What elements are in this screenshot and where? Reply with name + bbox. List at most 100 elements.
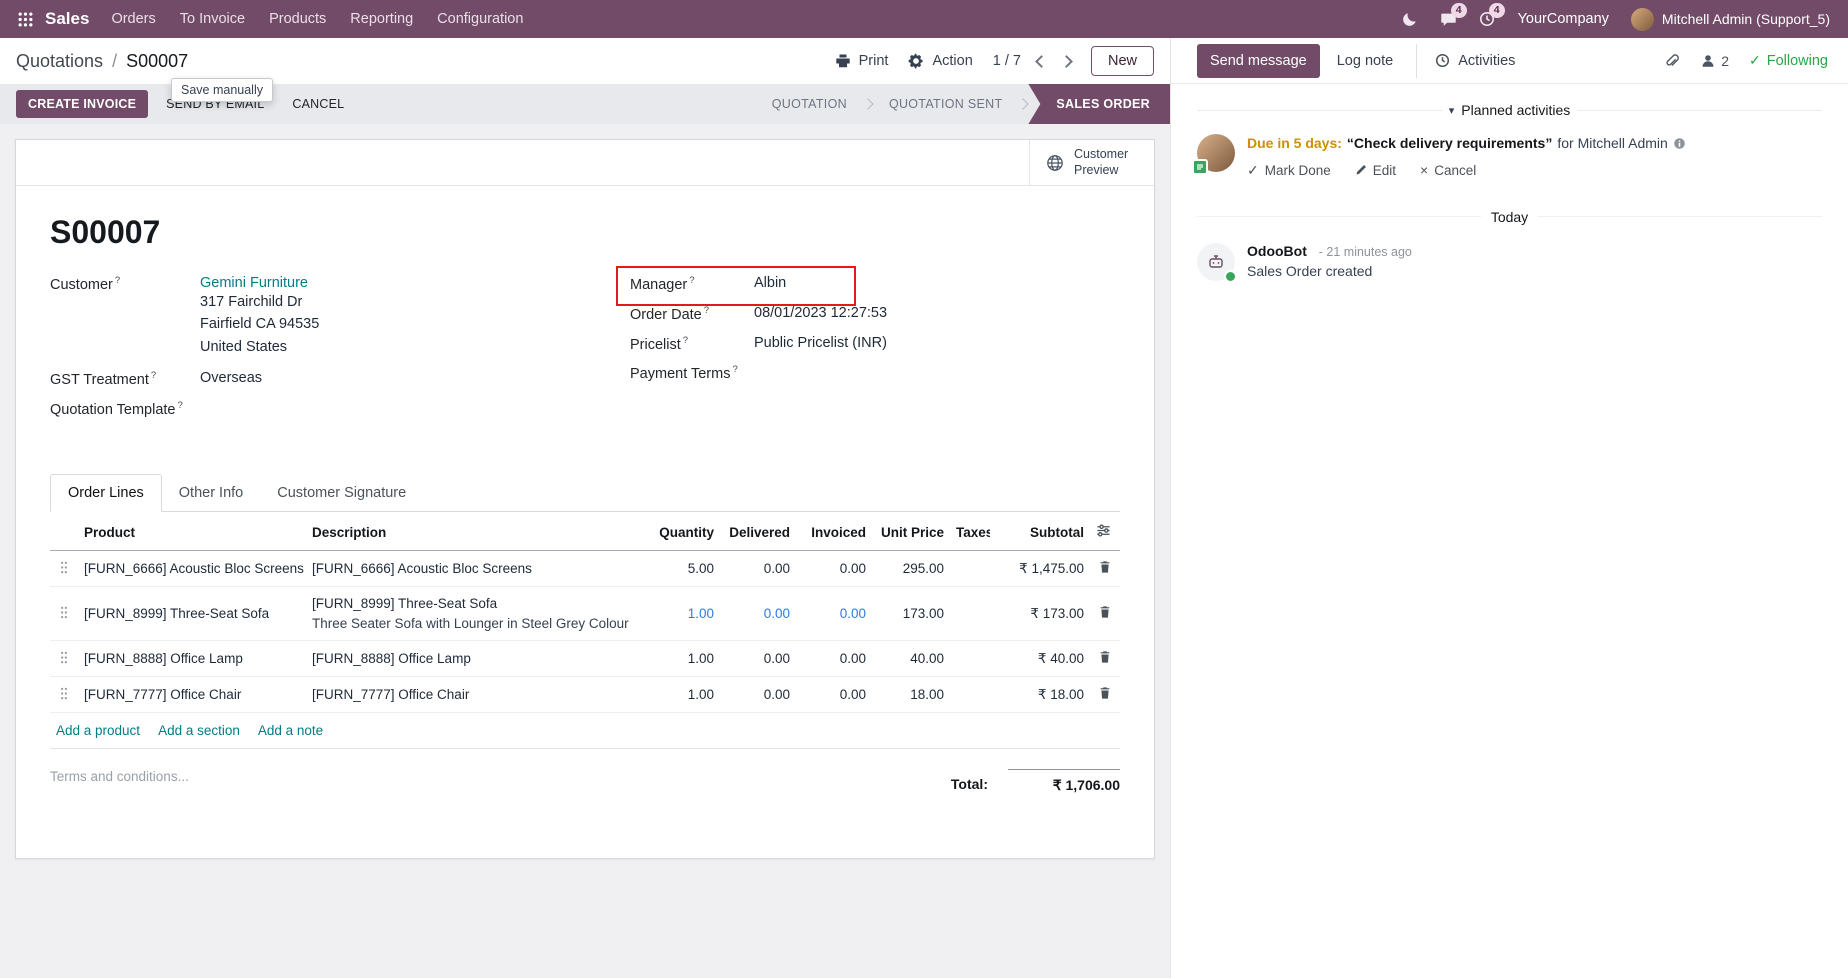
product-cell[interactable]: [FURN_8888] Office Lamp	[78, 640, 306, 678]
pencil-icon	[1355, 164, 1367, 176]
messages-icon[interactable]: 4	[1429, 0, 1468, 38]
delete-row-button[interactable]	[1090, 586, 1120, 642]
handle-column-header	[50, 512, 78, 552]
apps-grid-icon[interactable]	[8, 0, 43, 38]
unit-price-cell[interactable]: 18.00	[872, 676, 950, 714]
pricelist-value[interactable]: Public Pricelist (INR)	[754, 334, 887, 351]
quantity-cell[interactable]: 5.00	[646, 550, 720, 588]
menu-configuration[interactable]: Configuration	[437, 11, 524, 27]
invoiced-cell[interactable]: 0.00	[796, 550, 872, 588]
user-avatar	[1630, 7, 1654, 31]
delete-row-button[interactable]	[1090, 640, 1120, 678]
add-product-link[interactable]: Add a product	[56, 723, 141, 739]
send-message-button[interactable]: Send message	[1197, 43, 1320, 78]
delivered-cell[interactable]: 0.00	[720, 550, 796, 588]
cancel-button[interactable]: CANCEL	[282, 90, 354, 118]
planned-activities-header[interactable]: ▾ Planned activities	[1197, 102, 1822, 118]
add-section-link[interactable]: Add a section	[158, 723, 240, 739]
column-header-product: Product	[78, 512, 306, 552]
stage-chevron-icon	[1017, 98, 1030, 110]
message-item: OdooBot - 21 minutes ago Sales Order cre…	[1171, 242, 1848, 283]
breadcrumb-current: S00007	[126, 50, 189, 71]
taxes-cell[interactable]	[950, 676, 990, 714]
product-cell[interactable]: [FURN_6666] Acoustic Bloc Screens	[78, 550, 306, 588]
moon-icon[interactable]	[1391, 0, 1429, 38]
gst-treatment-value[interactable]: Overseas	[200, 370, 263, 387]
activity-summary: “Check delivery requirements”	[1346, 135, 1553, 151]
activity-assignee: for Mitchell Admin	[1557, 135, 1668, 151]
quantity-cell[interactable]: 1.00	[646, 640, 720, 678]
description-second-line: Three Seater Sofa with Lounger in Steel …	[312, 616, 629, 632]
menu-products[interactable]: Products	[269, 11, 327, 27]
cancel-activity-button[interactable]: × Cancel	[1420, 162, 1477, 179]
tab-other-info[interactable]: Other Info	[162, 474, 260, 511]
delete-row-button[interactable]	[1090, 676, 1120, 714]
drag-handle-icon[interactable]	[50, 550, 78, 588]
app-brand[interactable]: Sales	[45, 9, 90, 28]
stage-quotation-sent[interactable]: QUOTATION SENT	[888, 97, 1003, 111]
manager-value[interactable]: Albin	[754, 275, 787, 291]
customer-value-link[interactable]: Gemini Furniture	[200, 275, 308, 291]
print-button[interactable]: Print	[835, 53, 888, 69]
robot-icon	[1209, 254, 1223, 268]
action-button[interactable]: Action	[908, 53, 973, 69]
pager-previous-button[interactable]	[1035, 54, 1048, 68]
activities-clock-icon[interactable]: 4	[1468, 0, 1506, 38]
tab-customer-signature[interactable]: Customer Signature	[260, 474, 423, 511]
unit-price-cell[interactable]: 40.00	[872, 640, 950, 678]
activities-button[interactable]: Activities	[1416, 43, 1515, 78]
optional-columns-icon[interactable]	[1090, 512, 1120, 552]
delivered-cell[interactable]: 0.00	[720, 640, 796, 678]
stage-quotation[interactable]: QUOTATION	[771, 97, 847, 111]
new-button[interactable]: New	[1090, 46, 1154, 76]
delivered-cell[interactable]: 0.00	[720, 586, 796, 642]
description-cell[interactable]: [FURN_7777] Office Chair	[306, 676, 646, 714]
invoiced-cell[interactable]: 0.00	[796, 640, 872, 678]
menu-orders[interactable]: Orders	[111, 11, 156, 27]
invoiced-cell[interactable]: 0.00	[796, 676, 872, 714]
drag-handle-icon[interactable]	[50, 586, 78, 642]
quantity-cell[interactable]: 1.00	[646, 586, 720, 642]
company-menu[interactable]: YourCompany	[1517, 11, 1609, 27]
tab-order-lines[interactable]: Order Lines	[50, 474, 162, 513]
product-cell[interactable]: [FURN_7777] Office Chair	[78, 676, 306, 714]
create-invoice-button[interactable]: CREATE INVOICE	[16, 90, 149, 118]
taxes-cell[interactable]	[950, 550, 990, 588]
delivered-cell[interactable]: 0.00	[720, 676, 796, 714]
pager-next-button[interactable]	[1060, 54, 1073, 68]
printer-icon	[835, 53, 851, 69]
stage-sales-order[interactable]: SALES ORDER	[1028, 84, 1170, 124]
terms-placeholder[interactable]: Terms and conditions...	[50, 769, 189, 785]
address-line: Fairfield CA 94535	[200, 316, 320, 333]
paperclip-icon[interactable]	[1664, 53, 1680, 69]
delete-row-button[interactable]	[1090, 550, 1120, 588]
description-cell[interactable]: [FURN_8888] Office Lamp	[306, 640, 646, 678]
taxes-cell[interactable]	[950, 586, 990, 642]
unit-price-cell[interactable]: 173.00	[872, 586, 950, 642]
menu-reporting[interactable]: Reporting	[350, 11, 414, 27]
product-cell[interactable]: [FURN_8999] Three-Seat Sofa	[78, 586, 306, 642]
drag-handle-icon[interactable]	[50, 640, 78, 678]
invoiced-cell[interactable]: 0.00	[796, 586, 872, 642]
message-author[interactable]: OdooBot	[1247, 242, 1307, 259]
description-cell[interactable]: [FURN_6666] Acoustic Bloc Screens	[306, 550, 646, 588]
user-menu[interactable]: Mitchell Admin (Support_5)	[1621, 0, 1840, 38]
edit-activity-button[interactable]: Edit	[1355, 162, 1396, 179]
breadcrumb-quotations[interactable]: Quotations	[16, 50, 104, 71]
order-date-value[interactable]: 08/01/2023 12:27:53	[754, 304, 888, 321]
mark-done-button[interactable]: ✓ Mark Done	[1247, 161, 1331, 178]
record-title[interactable]: S00007	[50, 214, 161, 250]
add-note-link[interactable]: Add a note	[257, 723, 324, 739]
description-cell[interactable]: [FURN_8999] Three-Seat Sofa Three Seater…	[306, 586, 646, 642]
customer-preview-button[interactable]: Customer Preview	[1029, 140, 1154, 185]
drag-handle-icon[interactable]	[50, 676, 78, 714]
quantity-cell[interactable]: 1.00	[646, 676, 720, 714]
unit-price-cell[interactable]: 295.00	[872, 550, 950, 588]
followers-button[interactable]: 2	[1700, 53, 1729, 69]
menu-to-invoice[interactable]: To Invoice	[179, 11, 246, 27]
log-note-button[interactable]: Log note	[1324, 44, 1406, 78]
info-icon[interactable]	[1673, 137, 1686, 150]
following-button[interactable]: ✓ Following	[1749, 52, 1828, 69]
taxes-cell[interactable]	[950, 640, 990, 678]
